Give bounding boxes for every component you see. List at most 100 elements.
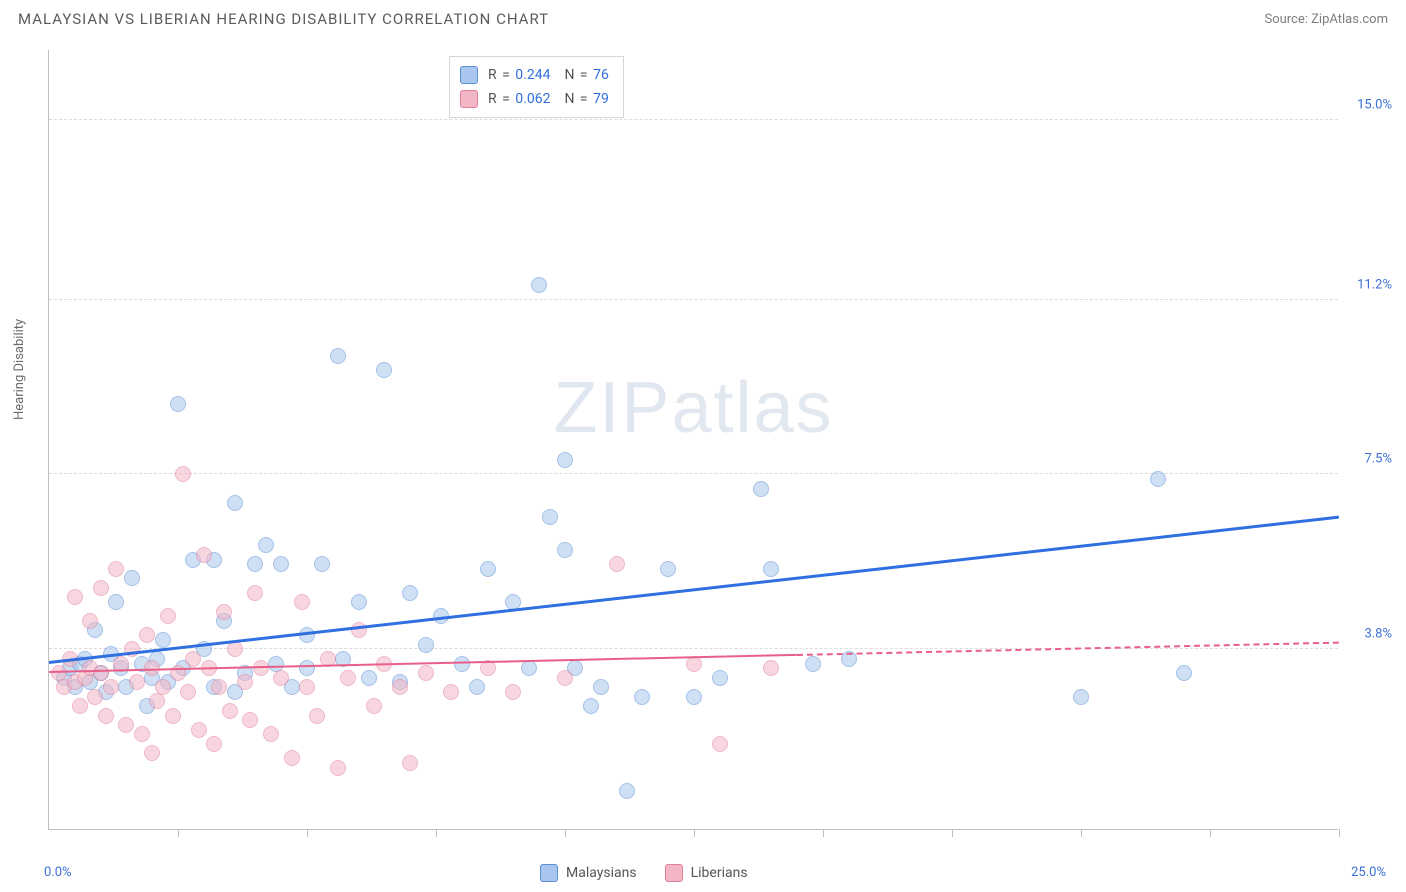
data-point	[98, 708, 114, 724]
data-point	[67, 589, 83, 605]
legend-swatch	[460, 66, 478, 84]
x-tick	[178, 829, 179, 837]
legend-item: Malaysians	[540, 864, 637, 882]
data-point	[763, 561, 779, 577]
x-tick	[307, 829, 308, 837]
legend-label: Liberians	[691, 865, 748, 881]
data-point	[340, 670, 356, 686]
regression-line	[49, 516, 1339, 664]
x-axis-min-label: 0.0%	[44, 865, 72, 880]
data-point	[180, 684, 196, 700]
x-tick	[436, 829, 437, 837]
data-point	[93, 665, 109, 681]
stats-row: R = 0.244N = 76	[460, 63, 609, 87]
x-tick	[1081, 829, 1082, 837]
chart-title: MALAYSIAN VS LIBERIAN HEARING DISABILITY…	[18, 10, 549, 28]
data-point	[480, 561, 496, 577]
data-point	[242, 712, 258, 728]
data-point	[361, 670, 377, 686]
data-point	[660, 561, 676, 577]
data-point	[686, 689, 702, 705]
data-point	[330, 760, 346, 776]
data-point	[222, 703, 238, 719]
data-point	[469, 679, 485, 695]
data-point	[299, 679, 315, 695]
data-point	[376, 362, 392, 378]
data-point	[284, 750, 300, 766]
data-point	[418, 665, 434, 681]
data-point	[583, 698, 599, 714]
data-point	[108, 594, 124, 610]
data-point	[185, 651, 201, 667]
data-point	[443, 684, 459, 700]
data-point	[134, 726, 150, 742]
data-point	[557, 542, 573, 558]
data-point	[531, 277, 547, 293]
x-tick	[1210, 829, 1211, 837]
legend-swatch	[460, 90, 478, 108]
data-point	[330, 348, 346, 364]
x-tick	[565, 829, 566, 837]
data-point	[263, 726, 279, 742]
watermark: ZIPatlas	[553, 367, 833, 449]
data-point	[237, 674, 253, 690]
data-point	[144, 745, 160, 761]
data-point	[247, 556, 263, 572]
data-point	[366, 698, 382, 714]
data-point	[93, 580, 109, 596]
gridline	[49, 299, 1338, 300]
data-point	[227, 495, 243, 511]
chart-source: Source: ZipAtlas.com	[1264, 12, 1388, 27]
data-point	[155, 679, 171, 695]
data-point	[299, 660, 315, 676]
data-point	[108, 561, 124, 577]
data-point	[418, 637, 434, 653]
data-point	[165, 708, 181, 724]
data-point	[753, 481, 769, 497]
y-axis-label: Hearing Disability	[12, 319, 27, 420]
data-point	[273, 670, 289, 686]
data-point	[351, 594, 367, 610]
data-point	[634, 689, 650, 705]
data-point	[392, 679, 408, 695]
data-point	[712, 670, 728, 686]
legend-item: Liberians	[665, 864, 748, 882]
data-point	[557, 452, 573, 468]
x-axis-max-label: 25.0%	[1351, 865, 1386, 880]
y-tick-label: 11.2%	[1342, 277, 1392, 292]
bottom-legend: Malaysians Liberians	[540, 864, 748, 882]
data-point	[216, 604, 232, 620]
data-point	[191, 722, 207, 738]
data-point	[712, 736, 728, 752]
x-tick	[694, 829, 695, 837]
data-point	[124, 570, 140, 586]
data-point	[118, 717, 134, 733]
data-point	[763, 660, 779, 676]
data-point	[1176, 665, 1192, 681]
data-point	[72, 698, 88, 714]
data-point	[103, 679, 119, 695]
data-point	[160, 608, 176, 624]
data-point	[805, 656, 821, 672]
data-point	[247, 585, 263, 601]
data-point	[170, 396, 186, 412]
data-point	[139, 627, 155, 643]
x-tick	[952, 829, 953, 837]
data-point	[299, 627, 315, 643]
stats-legend-box: R = 0.244N = 76R = 0.062N = 79	[449, 56, 624, 118]
data-point	[609, 556, 625, 572]
data-point	[1150, 471, 1166, 487]
data-point	[309, 708, 325, 724]
data-point	[619, 783, 635, 799]
legend-label: Malaysians	[566, 865, 637, 881]
y-tick-label: 15.0%	[1342, 97, 1392, 112]
data-point	[206, 736, 222, 752]
data-point	[155, 632, 171, 648]
chart-header: MALAYSIAN VS LIBERIAN HEARING DISABILITY…	[0, 0, 1406, 34]
data-point	[258, 537, 274, 553]
data-point	[227, 641, 243, 657]
data-point	[542, 509, 558, 525]
legend-swatch	[540, 864, 558, 882]
data-point	[402, 755, 418, 771]
data-point	[593, 679, 609, 695]
